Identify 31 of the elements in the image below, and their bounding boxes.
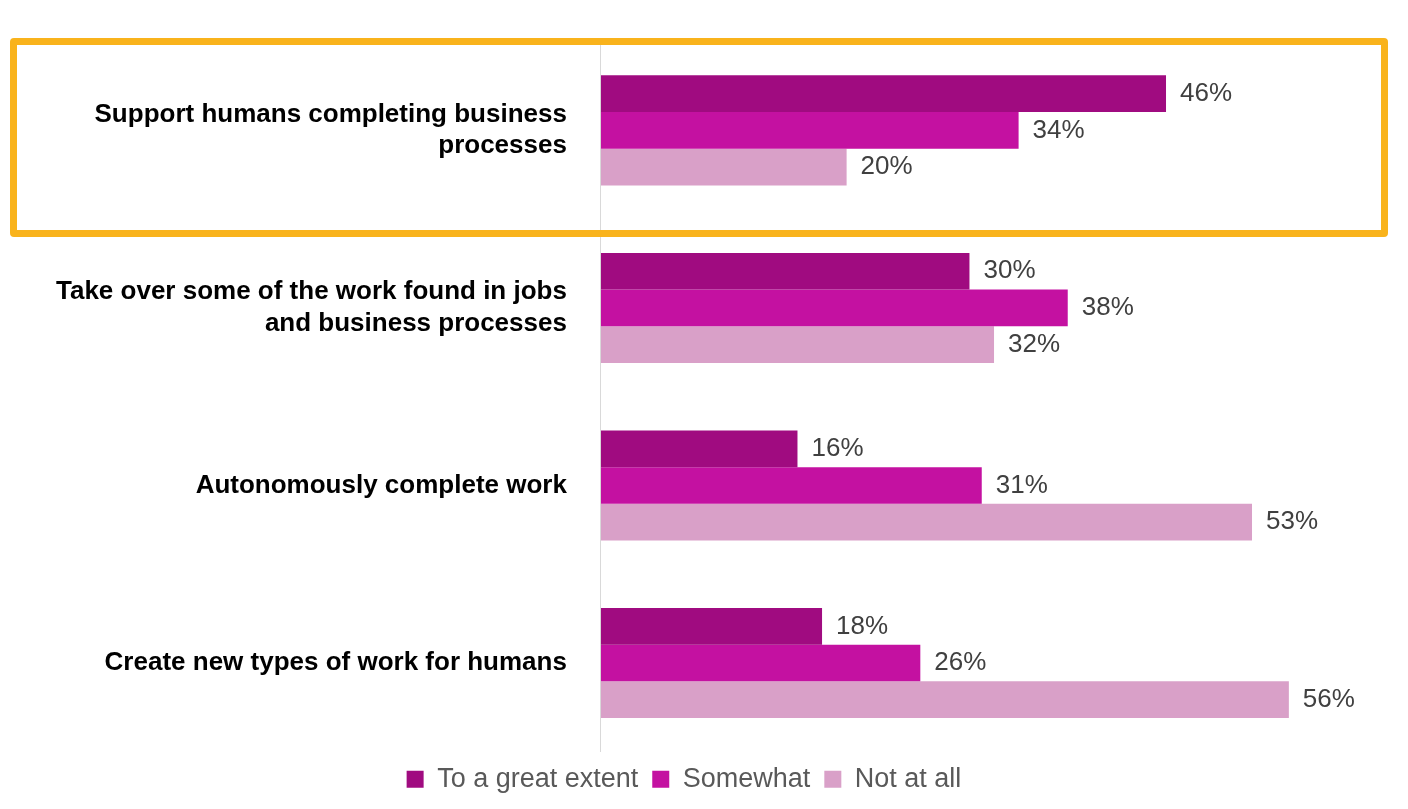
legend-label: Somewhat xyxy=(682,762,811,793)
data-label: 34% xyxy=(1032,113,1085,144)
bar xyxy=(600,681,1289,719)
bar xyxy=(600,467,982,504)
data-label: 16% xyxy=(811,431,864,462)
data-label: 26% xyxy=(934,646,987,677)
legend-label: Not at all xyxy=(854,762,962,793)
data-label: 56% xyxy=(1302,682,1355,713)
bar xyxy=(600,148,847,186)
y-tick-label: Support humans completing business processes xyxy=(94,97,567,160)
data-label: 32% xyxy=(1008,327,1061,358)
bar xyxy=(600,252,970,290)
bar xyxy=(600,289,1068,327)
data-label: 46% xyxy=(1180,76,1233,107)
data-label: 30% xyxy=(983,254,1036,285)
bar xyxy=(600,75,1167,113)
bar xyxy=(600,430,798,468)
data-label: 31% xyxy=(995,468,1048,499)
bar xyxy=(600,503,1253,541)
legend-label: To a great extent xyxy=(437,762,639,793)
bar xyxy=(600,326,995,363)
data-label: 20% xyxy=(860,150,913,181)
bar xyxy=(600,607,823,645)
y-tick-label: Take over some of the work found in jobs and business processes xyxy=(55,275,567,337)
data-label: 53% xyxy=(1266,505,1319,536)
data-label: 18% xyxy=(836,609,889,640)
y-tick-label: Create new types of work for humans xyxy=(104,646,567,677)
data-label: 38% xyxy=(1081,291,1134,322)
bar xyxy=(600,644,921,682)
y-tick-label: Autonomously complete work xyxy=(195,468,568,499)
bar xyxy=(600,112,1019,149)
